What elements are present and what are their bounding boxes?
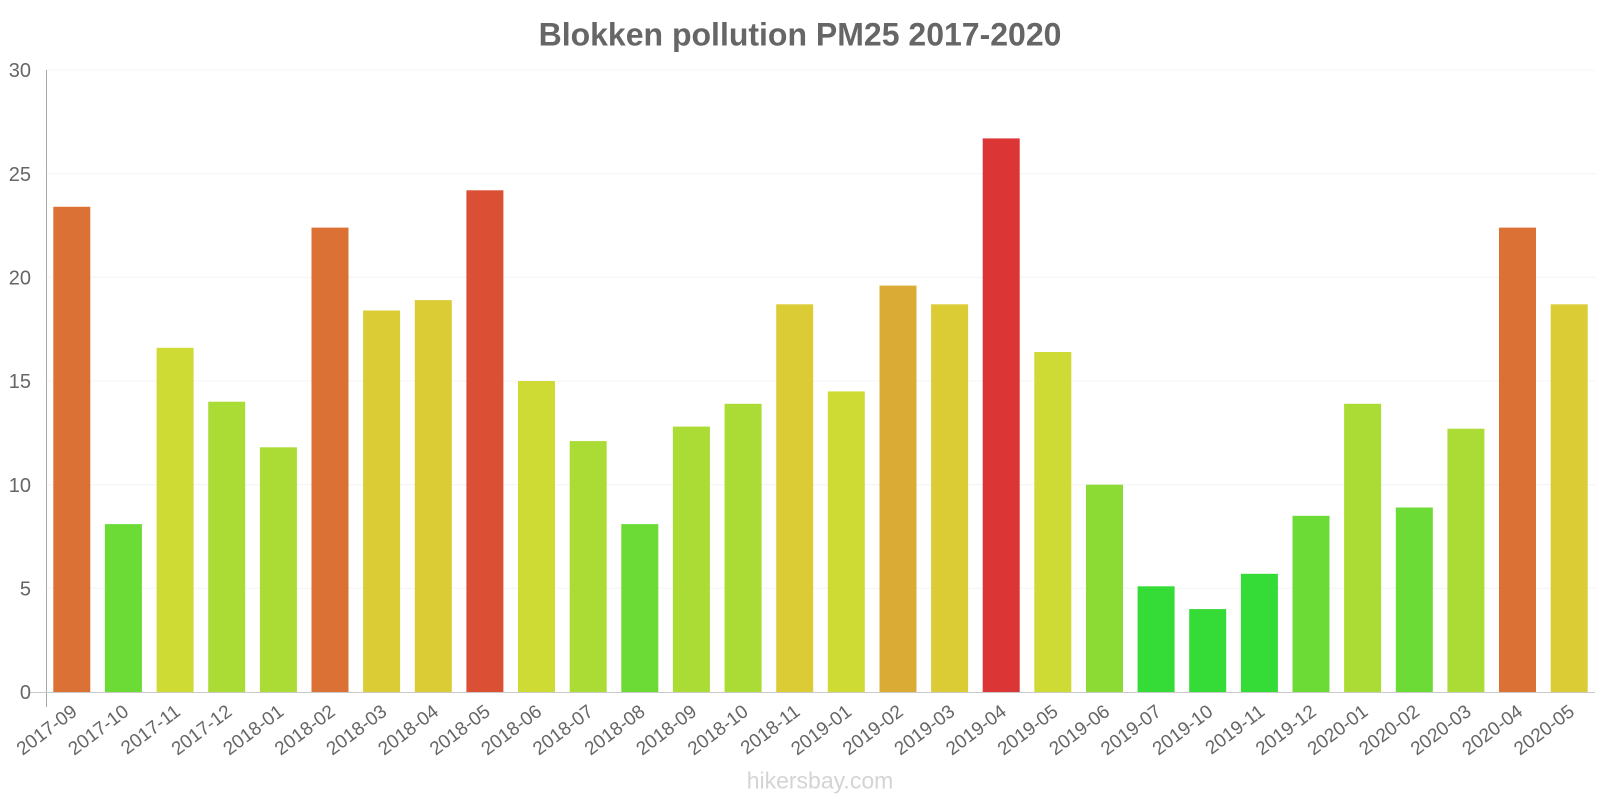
svg-text:30: 30 bbox=[9, 60, 31, 82]
svg-text:5: 5 bbox=[20, 579, 31, 601]
svg-text:20: 20 bbox=[9, 268, 31, 290]
svg-text:15: 15 bbox=[9, 371, 31, 393]
svg-text:0: 0 bbox=[20, 682, 31, 704]
svg-text:Blokken pollution PM25 2017-20: Blokken pollution PM25 2017-2020 bbox=[539, 17, 1062, 53]
svg-text:hikersbay.com: hikersbay.com bbox=[747, 768, 894, 794]
svg-text:10: 10 bbox=[9, 475, 31, 497]
svg-text:25: 25 bbox=[9, 164, 31, 186]
